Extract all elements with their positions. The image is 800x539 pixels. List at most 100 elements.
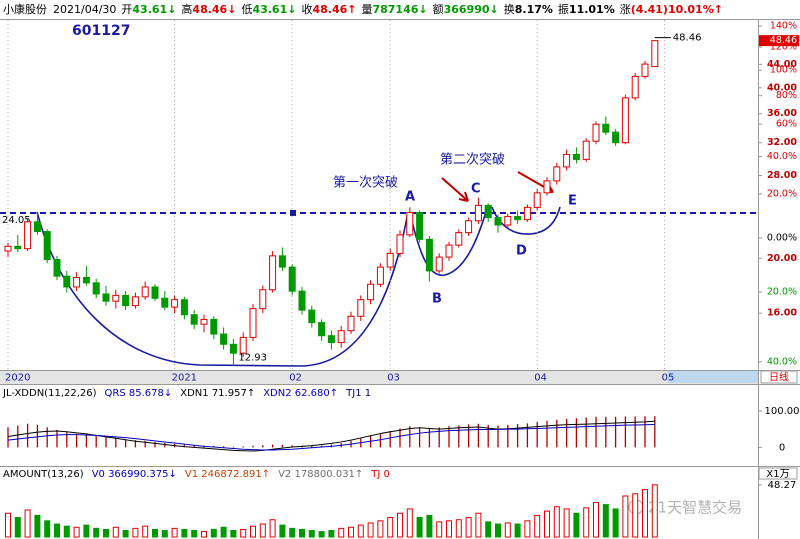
amount-bar: [524, 520, 531, 538]
amount-bar: [93, 527, 100, 538]
amount-bar: [573, 512, 580, 538]
candle-body: [24, 221, 32, 250]
amount-bar: [308, 530, 315, 538]
candle-body: [318, 322, 326, 337]
candle-body: [641, 63, 649, 77]
amount-bar: [632, 493, 639, 538]
amount-bar: [377, 520, 384, 538]
candle-body: [514, 216, 522, 221]
candle-body: [141, 286, 149, 298]
amount-bar: [563, 508, 570, 538]
candle-body: [53, 259, 61, 277]
y-tick-label: 40.00: [767, 82, 797, 93]
candle-body: [102, 293, 110, 302]
candle-body: [14, 245, 22, 250]
candle-body: [298, 290, 306, 311]
candle-body: [249, 308, 257, 338]
candle-body: [474, 204, 482, 222]
candle-body: [200, 318, 208, 325]
amount-bar: [642, 488, 648, 538]
candle-body: [347, 315, 355, 332]
stock-name: 小康股份: [3, 2, 47, 16]
amount-bar: [112, 526, 119, 538]
candle-body: [435, 256, 443, 272]
annotation: 第二次突破: [440, 152, 505, 168]
amount-bar: [5, 512, 11, 538]
amount-bar: [436, 521, 443, 538]
amount-bar: [132, 527, 139, 538]
field-value: 43.61↓: [252, 3, 296, 16]
amount-bar: [279, 524, 286, 538]
amount-bar: [446, 520, 452, 538]
x-tick-label: 03: [387, 373, 400, 384]
amount-bar: [122, 530, 129, 538]
stock-code: 601127: [72, 23, 130, 39]
candle-body: [494, 217, 502, 226]
amount-bar: [181, 528, 188, 538]
y-tick-label: 20.00: [767, 253, 797, 264]
annotation: B: [432, 292, 442, 307]
min-label: 12.93: [238, 353, 267, 364]
amount-bar: [171, 527, 178, 538]
amount-bar: [622, 495, 629, 538]
panel-header: AMOUNT(13,26) V0 366990.375↓ V1 246872.891…: [3, 469, 390, 480]
field-value: 11.01%: [569, 3, 615, 16]
y-tick-label: 28.00: [767, 170, 797, 181]
y2-tick-label: 120%: [770, 42, 797, 53]
header: 小康股份 2021/04/30 开43.61↓ 高48.46↓ 低43.61↓ 收48.4…: [3, 2, 723, 16]
amount-bar: [544, 510, 550, 538]
y2-tick-label: 20.0%: [767, 188, 797, 199]
amount-bar: [348, 526, 354, 538]
candle-body: [269, 255, 277, 291]
amount-bar: [73, 526, 80, 538]
amount-bar: [357, 524, 364, 538]
amount-bar: [367, 522, 374, 538]
indicator-line: [7, 420, 655, 452]
y-tick-label: 32.00: [767, 137, 797, 148]
candle-body: [523, 206, 531, 221]
annotation: 第一次突破: [333, 175, 398, 191]
amount-bar: [397, 512, 403, 538]
amount-bar: [485, 521, 492, 538]
annotation: C: [471, 182, 481, 197]
annotation: E: [568, 194, 577, 209]
amount-bar: [416, 517, 423, 538]
field-value: 48.46↓: [192, 3, 236, 16]
candle-body: [406, 211, 414, 236]
candle-body: [161, 297, 169, 308]
candle-body: [563, 154, 571, 168]
amount-bar: [142, 525, 149, 538]
last-price-box: [759, 35, 799, 47]
header-item: V0 366990.375↓: [92, 469, 177, 480]
amount-bar: [210, 528, 217, 538]
amount-bar: [230, 530, 237, 538]
candle-body: [190, 314, 198, 325]
header-item: JL-XDDN(11,22,26): [2, 388, 97, 399]
header-item: TJ 0: [370, 469, 390, 480]
y-tick-label: 16.00: [767, 308, 797, 319]
amount-bar: [426, 514, 433, 538]
candle-body: [455, 232, 463, 246]
unit-box: [758, 467, 798, 480]
date: 2021/04/30: [53, 3, 116, 16]
amount-bar: [651, 484, 658, 538]
y2-tick-label: 20.0%: [767, 287, 797, 298]
field-value: 48.46↑: [312, 3, 356, 16]
field-label: 收: [301, 2, 312, 16]
candle-body: [386, 252, 394, 268]
amount-bar: [44, 520, 51, 538]
candle-body: [308, 309, 316, 324]
candle-body: [631, 75, 639, 99]
line-handle: [290, 209, 296, 216]
amount-bar: [103, 528, 109, 538]
amount-bar: [250, 525, 256, 538]
candle-body: [553, 166, 561, 182]
amount-bar: [495, 523, 501, 538]
amount-bar: [406, 508, 413, 538]
candle-body: [259, 289, 267, 310]
y2-tick-label: 0.00%: [767, 233, 797, 244]
candle-body: [73, 276, 81, 288]
x-axis-highlight: [668, 371, 758, 383]
period-box: [760, 370, 798, 384]
